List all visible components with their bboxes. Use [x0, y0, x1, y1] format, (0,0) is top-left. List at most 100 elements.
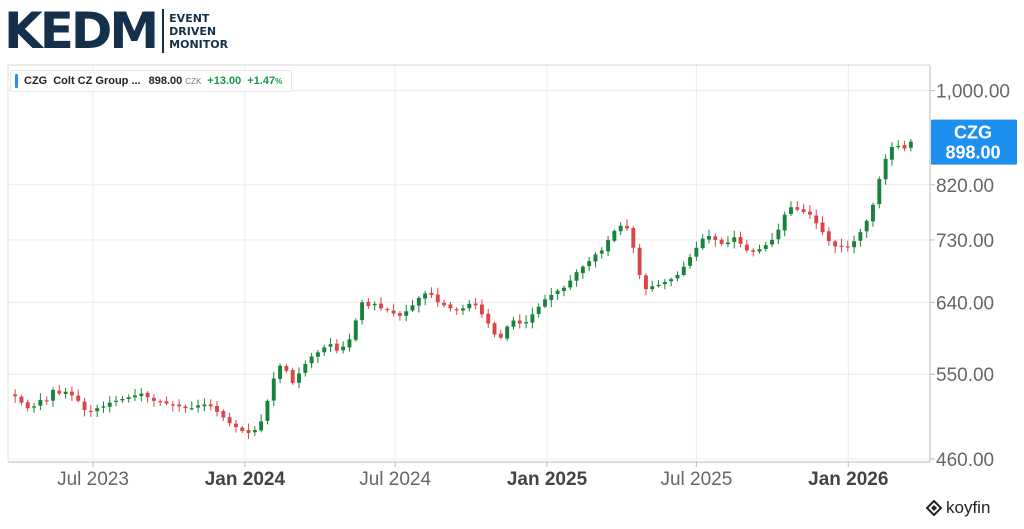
- candle-body: [732, 237, 737, 242]
- y-tick-label: 1,000.00: [936, 82, 1010, 103]
- candle-body: [625, 225, 629, 229]
- candle-body: [215, 405, 219, 412]
- candle-body: [208, 404, 213, 407]
- candle-body: [429, 292, 434, 295]
- legend-change-pct: +1.47%: [247, 75, 282, 87]
- legend-change-pct-value: +1.47: [247, 75, 276, 87]
- candle-body: [164, 401, 169, 404]
- candle-body: [719, 239, 724, 244]
- candle-body: [801, 209, 806, 213]
- candle-body: [278, 365, 283, 379]
- candle-body: [189, 408, 194, 410]
- candle-body: [353, 320, 358, 340]
- candle-body: [303, 363, 308, 373]
- candle-body: [631, 228, 636, 248]
- y-tick-label: 820.00: [936, 176, 994, 197]
- candle-body: [858, 232, 863, 241]
- candle-body: [379, 303, 383, 309]
- y-axis: 460.00 550.00 640.00 730.00 820.00 1,000.00: [930, 82, 1010, 471]
- candle-body: [423, 293, 428, 299]
- candle-body: [63, 391, 68, 394]
- candle-body: [908, 141, 913, 148]
- candle-body: [643, 275, 648, 290]
- candle-body: [536, 306, 541, 314]
- candle-body: [568, 280, 573, 288]
- candle-body: [574, 272, 579, 281]
- candle-body: [807, 211, 812, 215]
- candle-body: [271, 378, 276, 401]
- candle-body: [416, 297, 421, 306]
- x-axis: Jul 2023 Jan 2024 Jul 2024 Jan 2025 Jul 2025…: [57, 462, 888, 490]
- candle-body: [675, 274, 680, 279]
- price-tag-ticker: CZG: [954, 123, 992, 143]
- candle-body: [877, 179, 882, 205]
- candle-body: [852, 241, 857, 248]
- candle-body: [404, 311, 409, 316]
- candle-body: [19, 396, 24, 403]
- x-tick-label: Jul 2024: [359, 469, 431, 490]
- candle-body: [707, 236, 711, 240]
- brand-logo: KEDM EVENT DRIVEN MONITOR: [0, 0, 228, 62]
- candle-body: [315, 352, 320, 357]
- candle-body: [561, 287, 566, 291]
- candle-body: [233, 423, 238, 428]
- candle-body: [845, 246, 850, 248]
- candle-body: [763, 245, 768, 249]
- candle-body: [688, 257, 693, 266]
- candle-body: [139, 393, 144, 397]
- candle-body: [498, 333, 503, 338]
- candle-body: [334, 343, 339, 351]
- candle-body: [650, 286, 655, 290]
- legend-price: 898.00: [148, 75, 183, 87]
- candle-body: [360, 302, 365, 321]
- candle-body: [145, 392, 150, 398]
- candle-body: [372, 303, 377, 306]
- legend-currency: CZK: [185, 76, 202, 86]
- candle-body: [896, 145, 901, 148]
- logo-subtitle: EVENT DRIVEN MONITOR: [169, 12, 228, 51]
- candle-body: [492, 323, 497, 335]
- candle-body: [385, 308, 390, 311]
- candle-body: [681, 266, 686, 275]
- candle-body: [51, 390, 55, 401]
- candle-body: [309, 356, 314, 364]
- candle-body: [284, 366, 289, 371]
- candle-body: [454, 309, 459, 311]
- candle-body: [202, 404, 207, 407]
- candle-body: [347, 339, 352, 348]
- candle-body: [889, 146, 894, 160]
- logo-wordmark: KEDM: [4, 2, 159, 60]
- candle-body: [637, 247, 642, 275]
- candle-body: [486, 313, 491, 324]
- candle-body: [151, 397, 156, 401]
- candle-body: [511, 320, 516, 327]
- candle-body: [479, 304, 484, 315]
- candle-body: [57, 390, 62, 394]
- candle-body: [32, 406, 37, 408]
- candle-body: [240, 427, 245, 431]
- legend-change: +13.00: [207, 75, 242, 87]
- candle-body: [618, 225, 623, 232]
- x-tick-label: Jul 2023: [57, 469, 129, 490]
- logo-line-2: DRIVEN: [169, 24, 217, 38]
- candle-body: [265, 400, 270, 421]
- series-legend[interactable]: CZG Colt CZ Group ... 898.00 CZK +13.00 …: [10, 70, 292, 92]
- candle-body: [297, 373, 301, 383]
- candle-body: [782, 214, 787, 231]
- candle-body: [25, 402, 30, 409]
- candle-body: [397, 313, 402, 316]
- candle-body: [587, 261, 592, 266]
- candle-body: [114, 400, 119, 403]
- price-tag-box: [931, 119, 1017, 165]
- candle-body: [517, 320, 522, 324]
- candle-body: [259, 421, 264, 431]
- candle-body: [864, 220, 869, 232]
- legend-ticker: CZG: [24, 75, 48, 87]
- series-color-swatch: [15, 74, 18, 88]
- candle-body: [543, 299, 547, 307]
- candle-body: [662, 282, 667, 285]
- grid: [8, 65, 930, 462]
- x-tick-label: Jul 2025: [660, 469, 732, 490]
- price-tag-value: 898.00: [945, 143, 1000, 163]
